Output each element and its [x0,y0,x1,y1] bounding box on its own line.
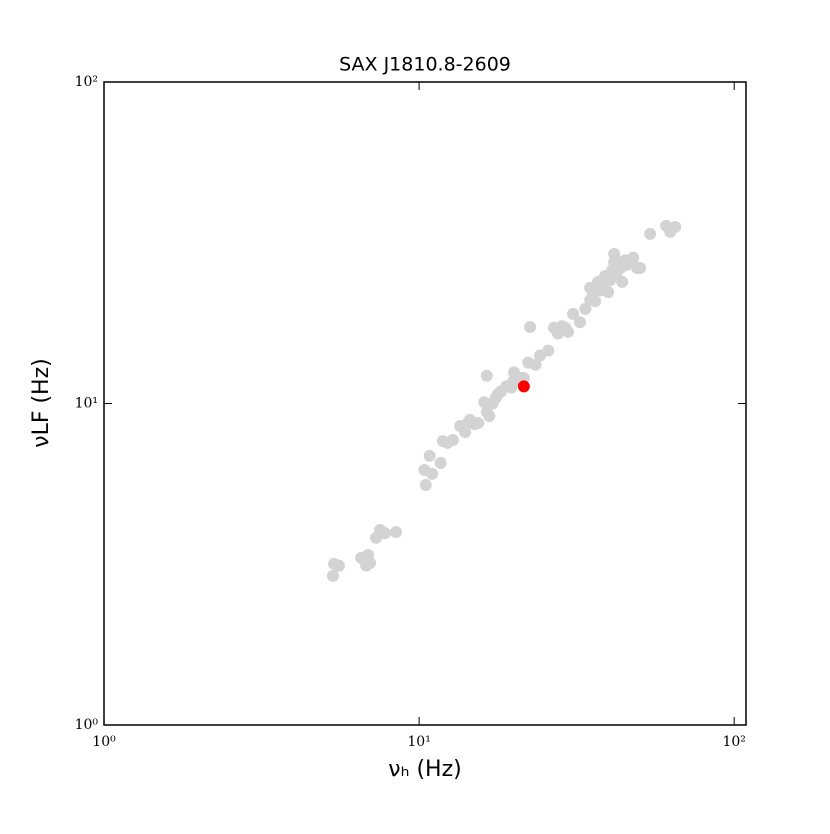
point [616,275,629,288]
point [573,316,586,329]
point [567,307,580,320]
point [379,527,392,540]
point [472,416,485,429]
y-tick-label: 10² [75,74,98,90]
point [562,325,575,338]
point [459,426,472,439]
y-axis-label: νLF (Hz) [29,358,54,447]
point [434,457,447,470]
x-tick-label: 10² [722,734,745,750]
point [669,220,682,233]
point [419,478,432,491]
point [333,559,346,572]
y-tick-label: 10¹ [75,396,98,412]
point [524,320,537,333]
x-tick-label: 10⁰ [92,734,116,750]
point [634,261,647,274]
point [390,526,403,539]
point [326,569,339,582]
y-tick-label: 10⁰ [75,717,99,733]
point [589,295,602,308]
point [644,227,657,240]
point [608,247,621,260]
point [364,557,377,570]
point [592,275,605,288]
chart-title: SAX J1810.8-2609 [339,54,511,76]
x-tick-label: 10¹ [407,734,430,750]
x-axis-label: νₕ (Hz) [388,757,461,782]
point [579,302,592,315]
point [423,449,436,462]
point [480,369,493,382]
point [483,410,496,423]
point [426,467,439,480]
point [529,358,542,371]
point [542,344,555,357]
point [446,433,459,446]
point [627,251,640,264]
point [602,286,615,299]
point [517,380,530,393]
